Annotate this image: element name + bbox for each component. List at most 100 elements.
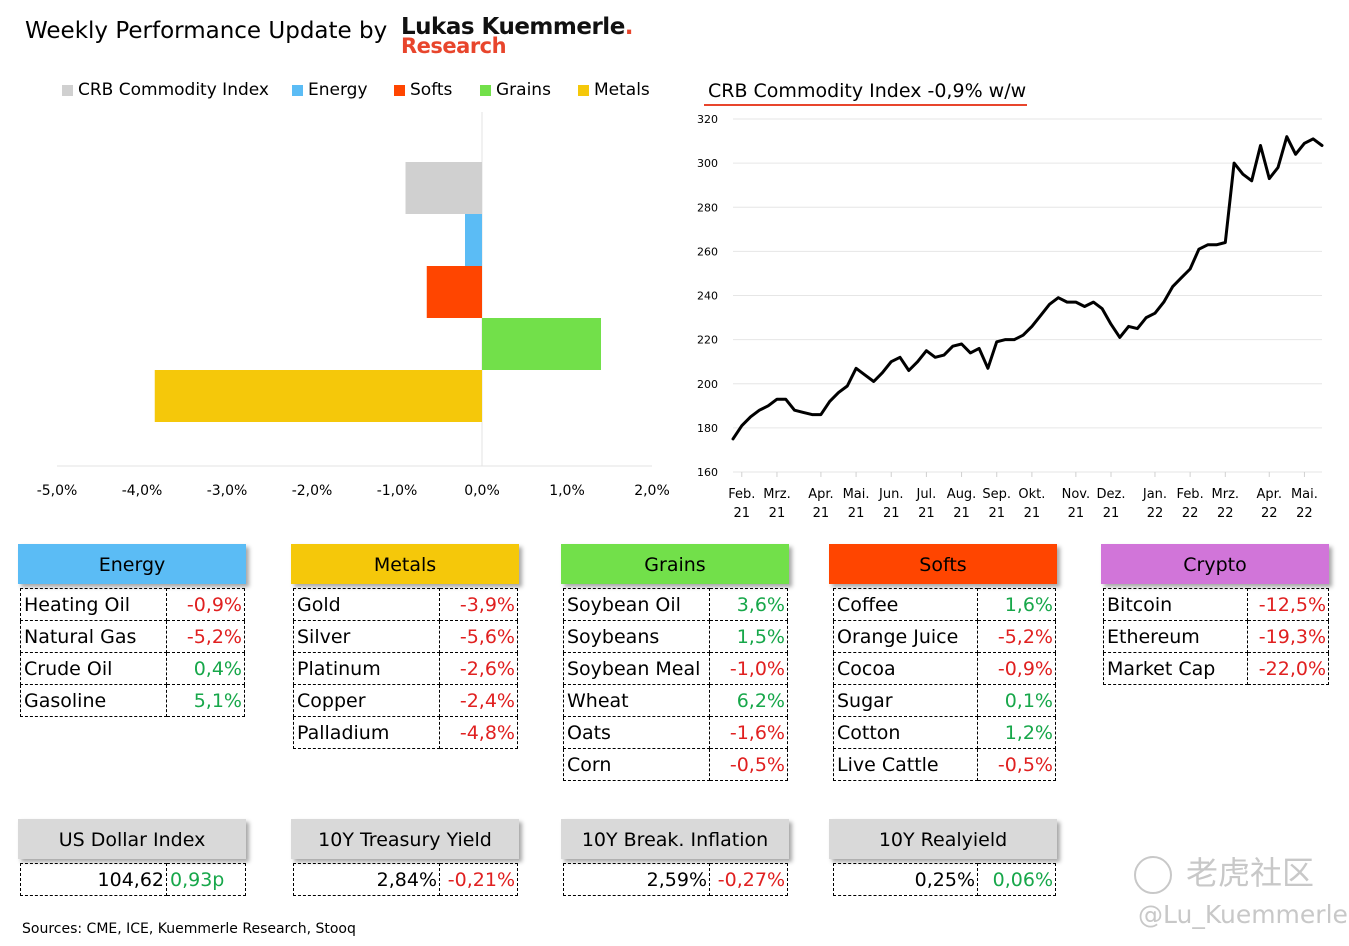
brand-research: Research (401, 34, 507, 58)
x-tick-label-month: Nov. (1062, 487, 1091, 502)
watermark-icon (1134, 856, 1172, 894)
x-tick-label: -5,0% (37, 483, 78, 499)
category-block-crypto: Crypto Bitcoin -12,5% Ethereum -19,3% Mark… (1101, 544, 1329, 685)
legend-label: Metals (594, 80, 650, 100)
indicator-us-dollar-index: US Dollar Index 104,62 0,93p (18, 819, 246, 896)
x-tick-label-year: 21 (918, 506, 935, 521)
table-row: Coffee 1,6% (833, 588, 1056, 621)
x-tick-label-year: 21 (734, 506, 751, 521)
row-name: Natural Gas (20, 620, 167, 653)
table-row: Ethereum -19,3% (1103, 620, 1329, 653)
row-name: Market Cap (1103, 652, 1248, 685)
row-name: Soybeans (563, 620, 710, 653)
bar-crb-commodity-index (405, 162, 482, 214)
table-row: 2,84% -0,21% (293, 863, 518, 896)
x-tick-label-month: Feb. (728, 487, 755, 502)
row-value: -1,0% (709, 652, 788, 685)
x-tick-label: -1,0% (377, 483, 418, 499)
category-block-energy: Energy Heating Oil -0,9% Natural Gas -5,2%… (18, 544, 246, 717)
category-header-softs: Softs (829, 544, 1057, 584)
row-value: -1,6% (709, 716, 788, 749)
category-table-crypto: Bitcoin -12,5% Ethereum -19,3% Market Cap -… (1103, 588, 1329, 685)
table-row: Silver -5,6% (293, 620, 518, 653)
x-tick-label: 1,0% (549, 483, 585, 499)
category-header-energy: Energy (18, 544, 246, 584)
row-name: Palladium (293, 716, 440, 749)
indicator-treasury-yield: 10Y Treasury Yield 2,84% -0,21% (291, 819, 519, 896)
row-value: -0,9% (166, 588, 245, 621)
table-row: Sugar 0,1% (833, 684, 1056, 717)
indicator-level: 0,25% (833, 863, 978, 896)
table-row: Gold -3,9% (293, 588, 518, 621)
table-row: Soybean Oil 3,6% (563, 588, 788, 621)
legend-swatch (480, 84, 491, 96)
legend-item-metals: Metals (578, 80, 650, 100)
table-row: Cotton 1,2% (833, 716, 1056, 749)
row-name: Coffee (833, 588, 978, 621)
row-name: Corn (563, 748, 710, 781)
category-header-metals: Metals (291, 544, 519, 584)
x-tick-label-month: Aug. (947, 487, 977, 502)
legend-swatch (394, 84, 405, 96)
row-value: 1,5% (709, 620, 788, 653)
category-header-crypto: Crypto (1101, 544, 1329, 584)
row-name: Sugar (833, 684, 978, 717)
indicator-change: 0,06% (977, 863, 1056, 896)
y-tick-label: 300 (697, 157, 718, 170)
row-value: -2,4% (439, 684, 518, 717)
row-value: 0,4% (166, 652, 245, 685)
category-table-energy: Heating Oil -0,9% Natural Gas -5,2% Crude … (20, 588, 245, 717)
y-tick-label: 220 (697, 334, 718, 347)
indicator-change: -0,27% (709, 863, 788, 896)
category-header-grains: Grains (561, 544, 789, 584)
indicator-level: 2,59% (563, 863, 710, 896)
row-name: Orange Juice (833, 620, 978, 653)
indicator-table: 2,59% -0,27% (563, 863, 788, 896)
table-row: Heating Oil -0,9% (20, 588, 245, 621)
x-tick-label-month: Mrz. (763, 487, 791, 502)
table-row: Wheat 6,2% (563, 684, 788, 717)
x-tick-label: -2,0% (292, 483, 333, 499)
watermark-handle: @Lu_Kuemmerle (1138, 900, 1348, 929)
x-tick-label-year: 21 (1103, 506, 1120, 521)
legend-label: Softs (410, 80, 453, 100)
row-name: Live Cattle (833, 748, 978, 781)
row-name: Cocoa (833, 652, 978, 685)
legend-label: CRB Commodity Index (78, 80, 269, 100)
y-tick-label: 160 (697, 466, 718, 479)
x-tick-label-year: 22 (1261, 506, 1278, 521)
row-value: -5,2% (977, 620, 1056, 653)
table-row: Platinum -2,6% (293, 652, 518, 685)
row-name: Oats (563, 716, 710, 749)
x-tick-label: 0,0% (464, 483, 500, 499)
bar-metals (154, 370, 482, 422)
brand-name-text: Lukas Kuemmerle (401, 14, 625, 40)
table-row: Natural Gas -5,2% (20, 620, 245, 653)
indicator-header: US Dollar Index (18, 819, 246, 859)
row-value: -0,5% (977, 748, 1056, 781)
bar-energy (465, 214, 482, 266)
row-value: 3,6% (709, 588, 788, 621)
row-value: 0,1% (977, 684, 1056, 717)
indicator-table: 104,62 0,93p (20, 863, 246, 896)
sources-note: Sources: CME, ICE, Kuemmerle Research, S… (22, 921, 356, 937)
watermark-logo-text: 老虎社区 (1186, 854, 1315, 892)
x-tick-label-year: 21 (848, 506, 865, 521)
table-row: 0,25% 0,06% (833, 863, 1056, 896)
crb-line-chart: 160 180 200 220 240 260 280 300 320 Feb. 21 Mrz. 21 A… (697, 113, 1324, 521)
table-row: Palladium -4,8% (293, 716, 518, 749)
y-tick-label: 260 (697, 245, 718, 258)
row-name: Crude Oil (20, 652, 167, 685)
table-row: Bitcoin -12,5% (1103, 588, 1329, 621)
x-tick-label-month: Mai. (843, 487, 870, 502)
x-tick-label: 2,0% (634, 483, 670, 499)
row-value: -19,3% (1247, 620, 1329, 653)
x-tick-label-year: 22 (1217, 506, 1234, 521)
table-row: Orange Juice -5,2% (833, 620, 1056, 653)
x-tick-label: -4,0% (122, 483, 163, 499)
row-value: 6,2% (709, 684, 788, 717)
table-row: Corn -0,5% (563, 748, 788, 781)
y-tick-label: 240 (697, 290, 718, 303)
table-row: Soybean Meal -1,0% (563, 652, 788, 685)
row-value: -0,5% (709, 748, 788, 781)
